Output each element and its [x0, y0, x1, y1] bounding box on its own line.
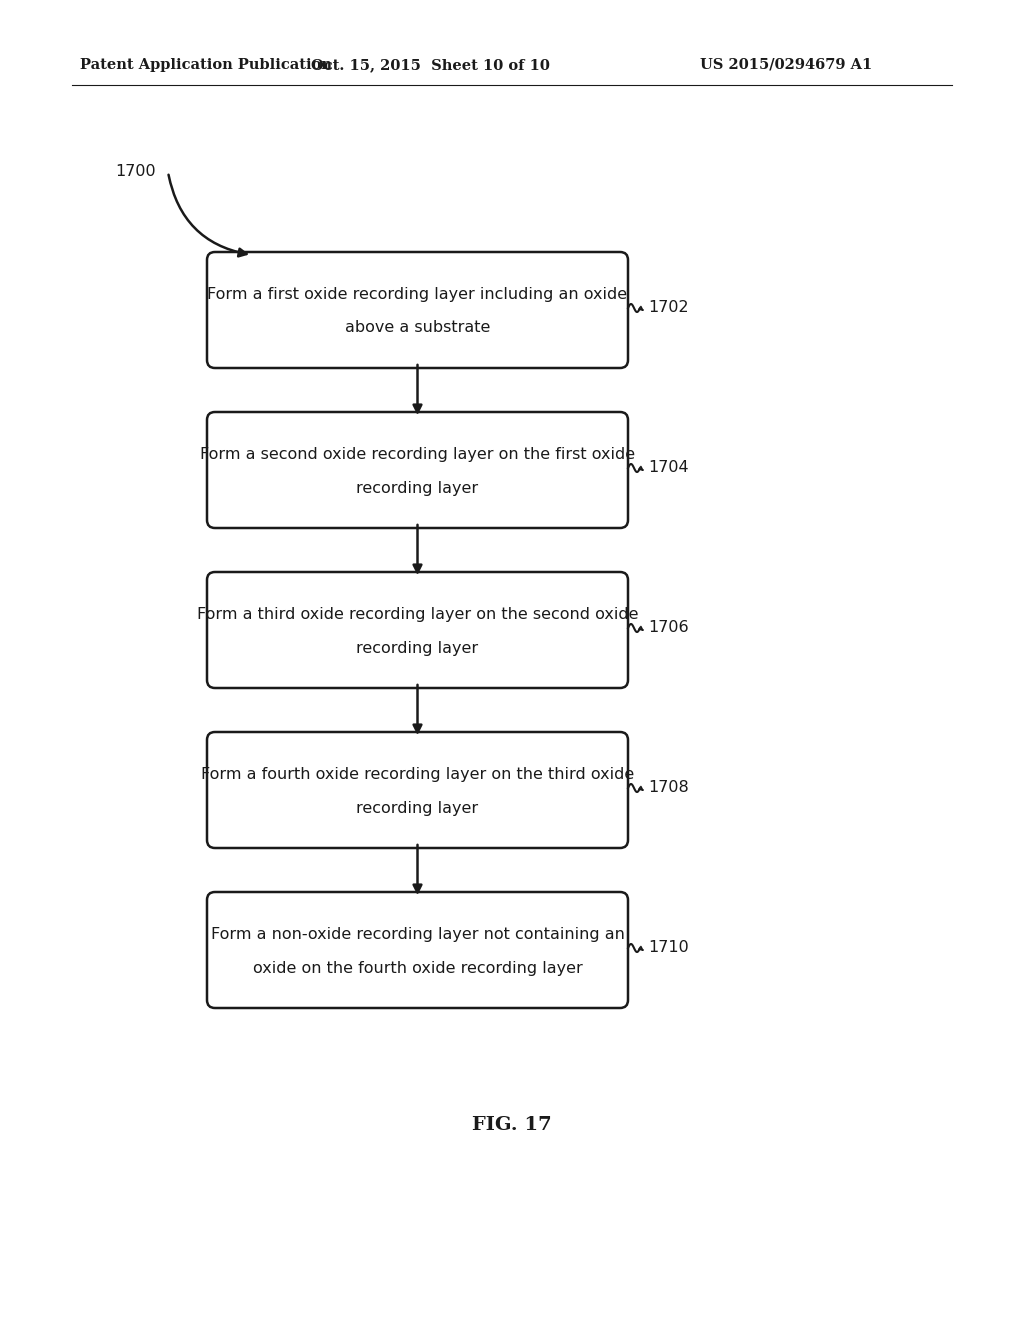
Text: Patent Application Publication: Patent Application Publication: [80, 58, 332, 73]
Text: above a substrate: above a substrate: [345, 321, 490, 335]
Text: Form a first oxide recording layer including an oxide: Form a first oxide recording layer inclu…: [208, 286, 628, 301]
FancyBboxPatch shape: [207, 892, 628, 1008]
Text: oxide on the fourth oxide recording layer: oxide on the fourth oxide recording laye…: [253, 961, 583, 975]
Text: Form a second oxide recording layer on the first oxide: Form a second oxide recording layer on t…: [200, 446, 635, 462]
Text: Form a non-oxide recording layer not containing an: Form a non-oxide recording layer not con…: [211, 927, 625, 941]
Text: recording layer: recording layer: [356, 640, 478, 656]
Text: 1708: 1708: [648, 780, 689, 796]
Text: 1702: 1702: [648, 301, 688, 315]
Text: Form a fourth oxide recording layer on the third oxide: Form a fourth oxide recording layer on t…: [201, 767, 634, 781]
Text: recording layer: recording layer: [356, 800, 478, 816]
Text: FIG. 17: FIG. 17: [472, 1115, 552, 1134]
FancyBboxPatch shape: [207, 572, 628, 688]
Text: Oct. 15, 2015  Sheet 10 of 10: Oct. 15, 2015 Sheet 10 of 10: [310, 58, 550, 73]
Text: 1704: 1704: [648, 461, 688, 475]
Text: 1706: 1706: [648, 620, 688, 635]
Text: recording layer: recording layer: [356, 480, 478, 495]
FancyBboxPatch shape: [207, 733, 628, 847]
Text: 1710: 1710: [648, 940, 689, 956]
Text: US 2015/0294679 A1: US 2015/0294679 A1: [700, 58, 872, 73]
Text: 1700: 1700: [115, 165, 156, 180]
Text: Form a third oxide recording layer on the second oxide: Form a third oxide recording layer on th…: [197, 606, 638, 622]
FancyBboxPatch shape: [207, 252, 628, 368]
FancyBboxPatch shape: [207, 412, 628, 528]
